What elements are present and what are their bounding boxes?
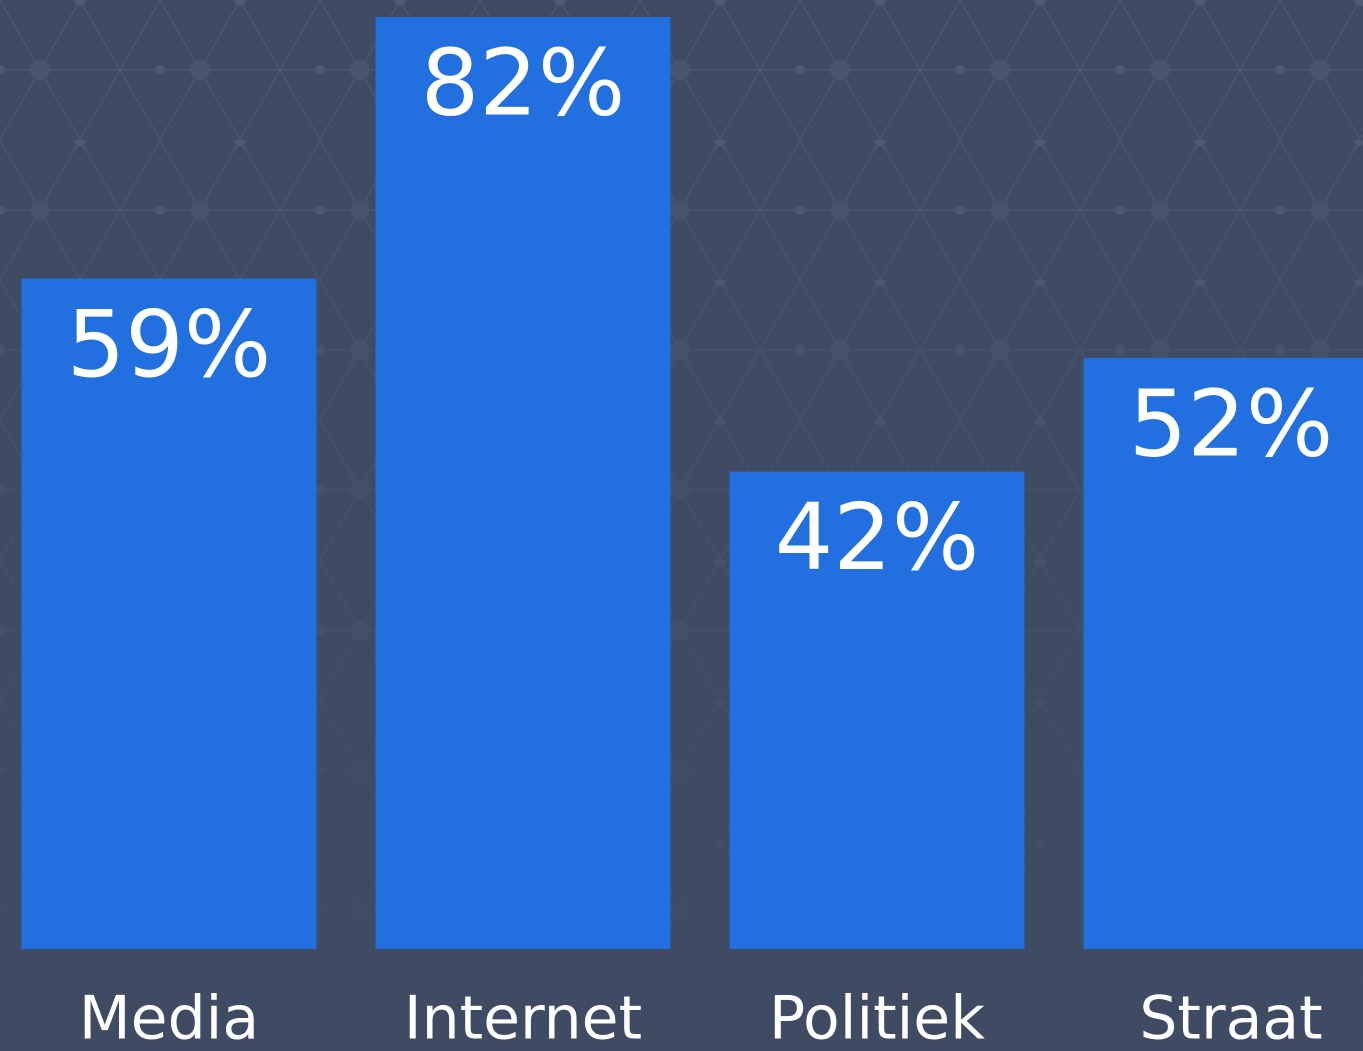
value-label: 42% xyxy=(775,484,979,591)
value-label: 59% xyxy=(67,291,271,398)
x-tick-label: Internet xyxy=(404,984,642,1051)
bar xyxy=(21,278,317,949)
value-label: 52% xyxy=(1129,370,1333,477)
x-tick-label: Politiek xyxy=(769,984,985,1051)
bar xyxy=(1083,358,1363,949)
bar xyxy=(729,471,1025,949)
value-label: 82% xyxy=(421,29,625,136)
x-tick-label: Straat xyxy=(1139,984,1322,1051)
x-tick-label: Media xyxy=(79,984,259,1051)
bar xyxy=(375,17,671,949)
